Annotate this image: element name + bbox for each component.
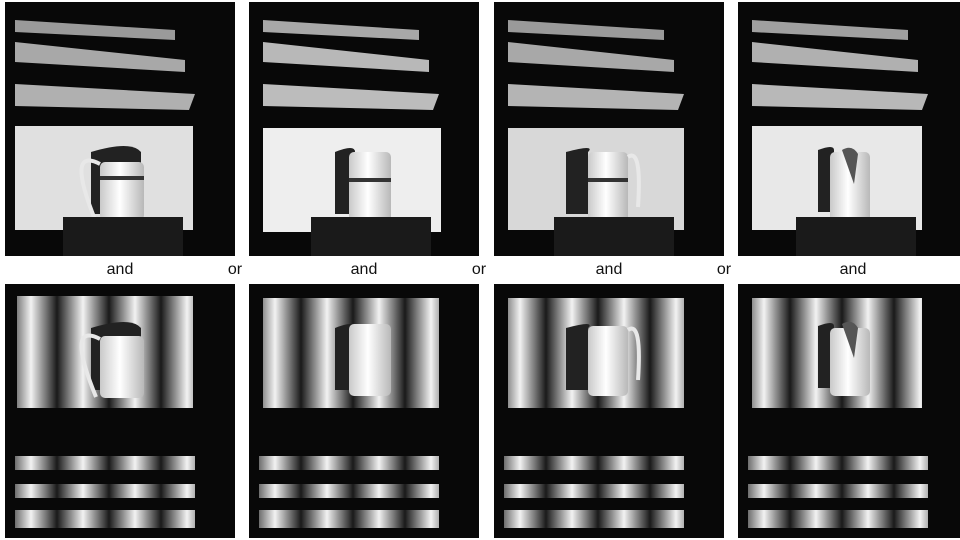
- caption-and-1: and: [106, 261, 134, 278]
- photo-panel-2-3: [494, 284, 724, 538]
- photo-panel-2-4: [738, 284, 960, 538]
- photo-panel-2-1: [5, 284, 235, 538]
- caption-or-1: or: [227, 261, 243, 278]
- photo-panel-1-3: [494, 2, 724, 256]
- photo-panel-1-4: [738, 2, 960, 256]
- caption-and-4: and: [839, 261, 867, 278]
- caption-and-2: and: [350, 261, 378, 278]
- photo-panel-1-2: [249, 2, 479, 256]
- caption-and-3: and: [595, 261, 623, 278]
- caption-or-2: or: [471, 261, 487, 278]
- caption-or-3: or: [716, 261, 732, 278]
- photo-panel-2-2: [249, 284, 479, 538]
- photo-panel-1-1: [5, 2, 235, 256]
